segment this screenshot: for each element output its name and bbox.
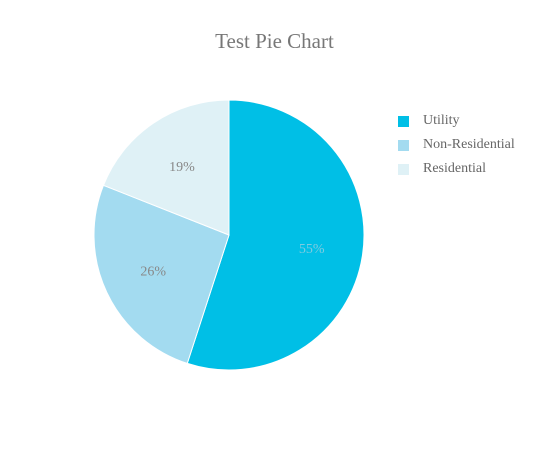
pie-slice-label: 26% (140, 265, 166, 280)
legend: Utility Non-Residential Residential (398, 109, 515, 181)
chart-title: Test Pie Chart (215, 29, 334, 53)
legend-item[interactable]: Utility (398, 109, 515, 133)
legend-label: Non-Residential (423, 137, 515, 152)
legend-swatch (398, 163, 409, 175)
legend-swatch (398, 115, 409, 127)
pie-slice-label: 19% (169, 160, 195, 175)
legend-label: Utility (423, 113, 460, 128)
pie-slice-label: 55% (299, 242, 325, 257)
pie-slice-utility[interactable] (186, 99, 365, 371)
pie-slice-non-residential[interactable] (93, 184, 230, 365)
legend-item[interactable]: Residential (398, 157, 515, 181)
legend-swatch (398, 139, 409, 151)
legend-label: Residential (423, 161, 486, 176)
legend-item[interactable]: Non-Residential (398, 133, 515, 157)
pie-slice-residential[interactable] (102, 99, 230, 236)
